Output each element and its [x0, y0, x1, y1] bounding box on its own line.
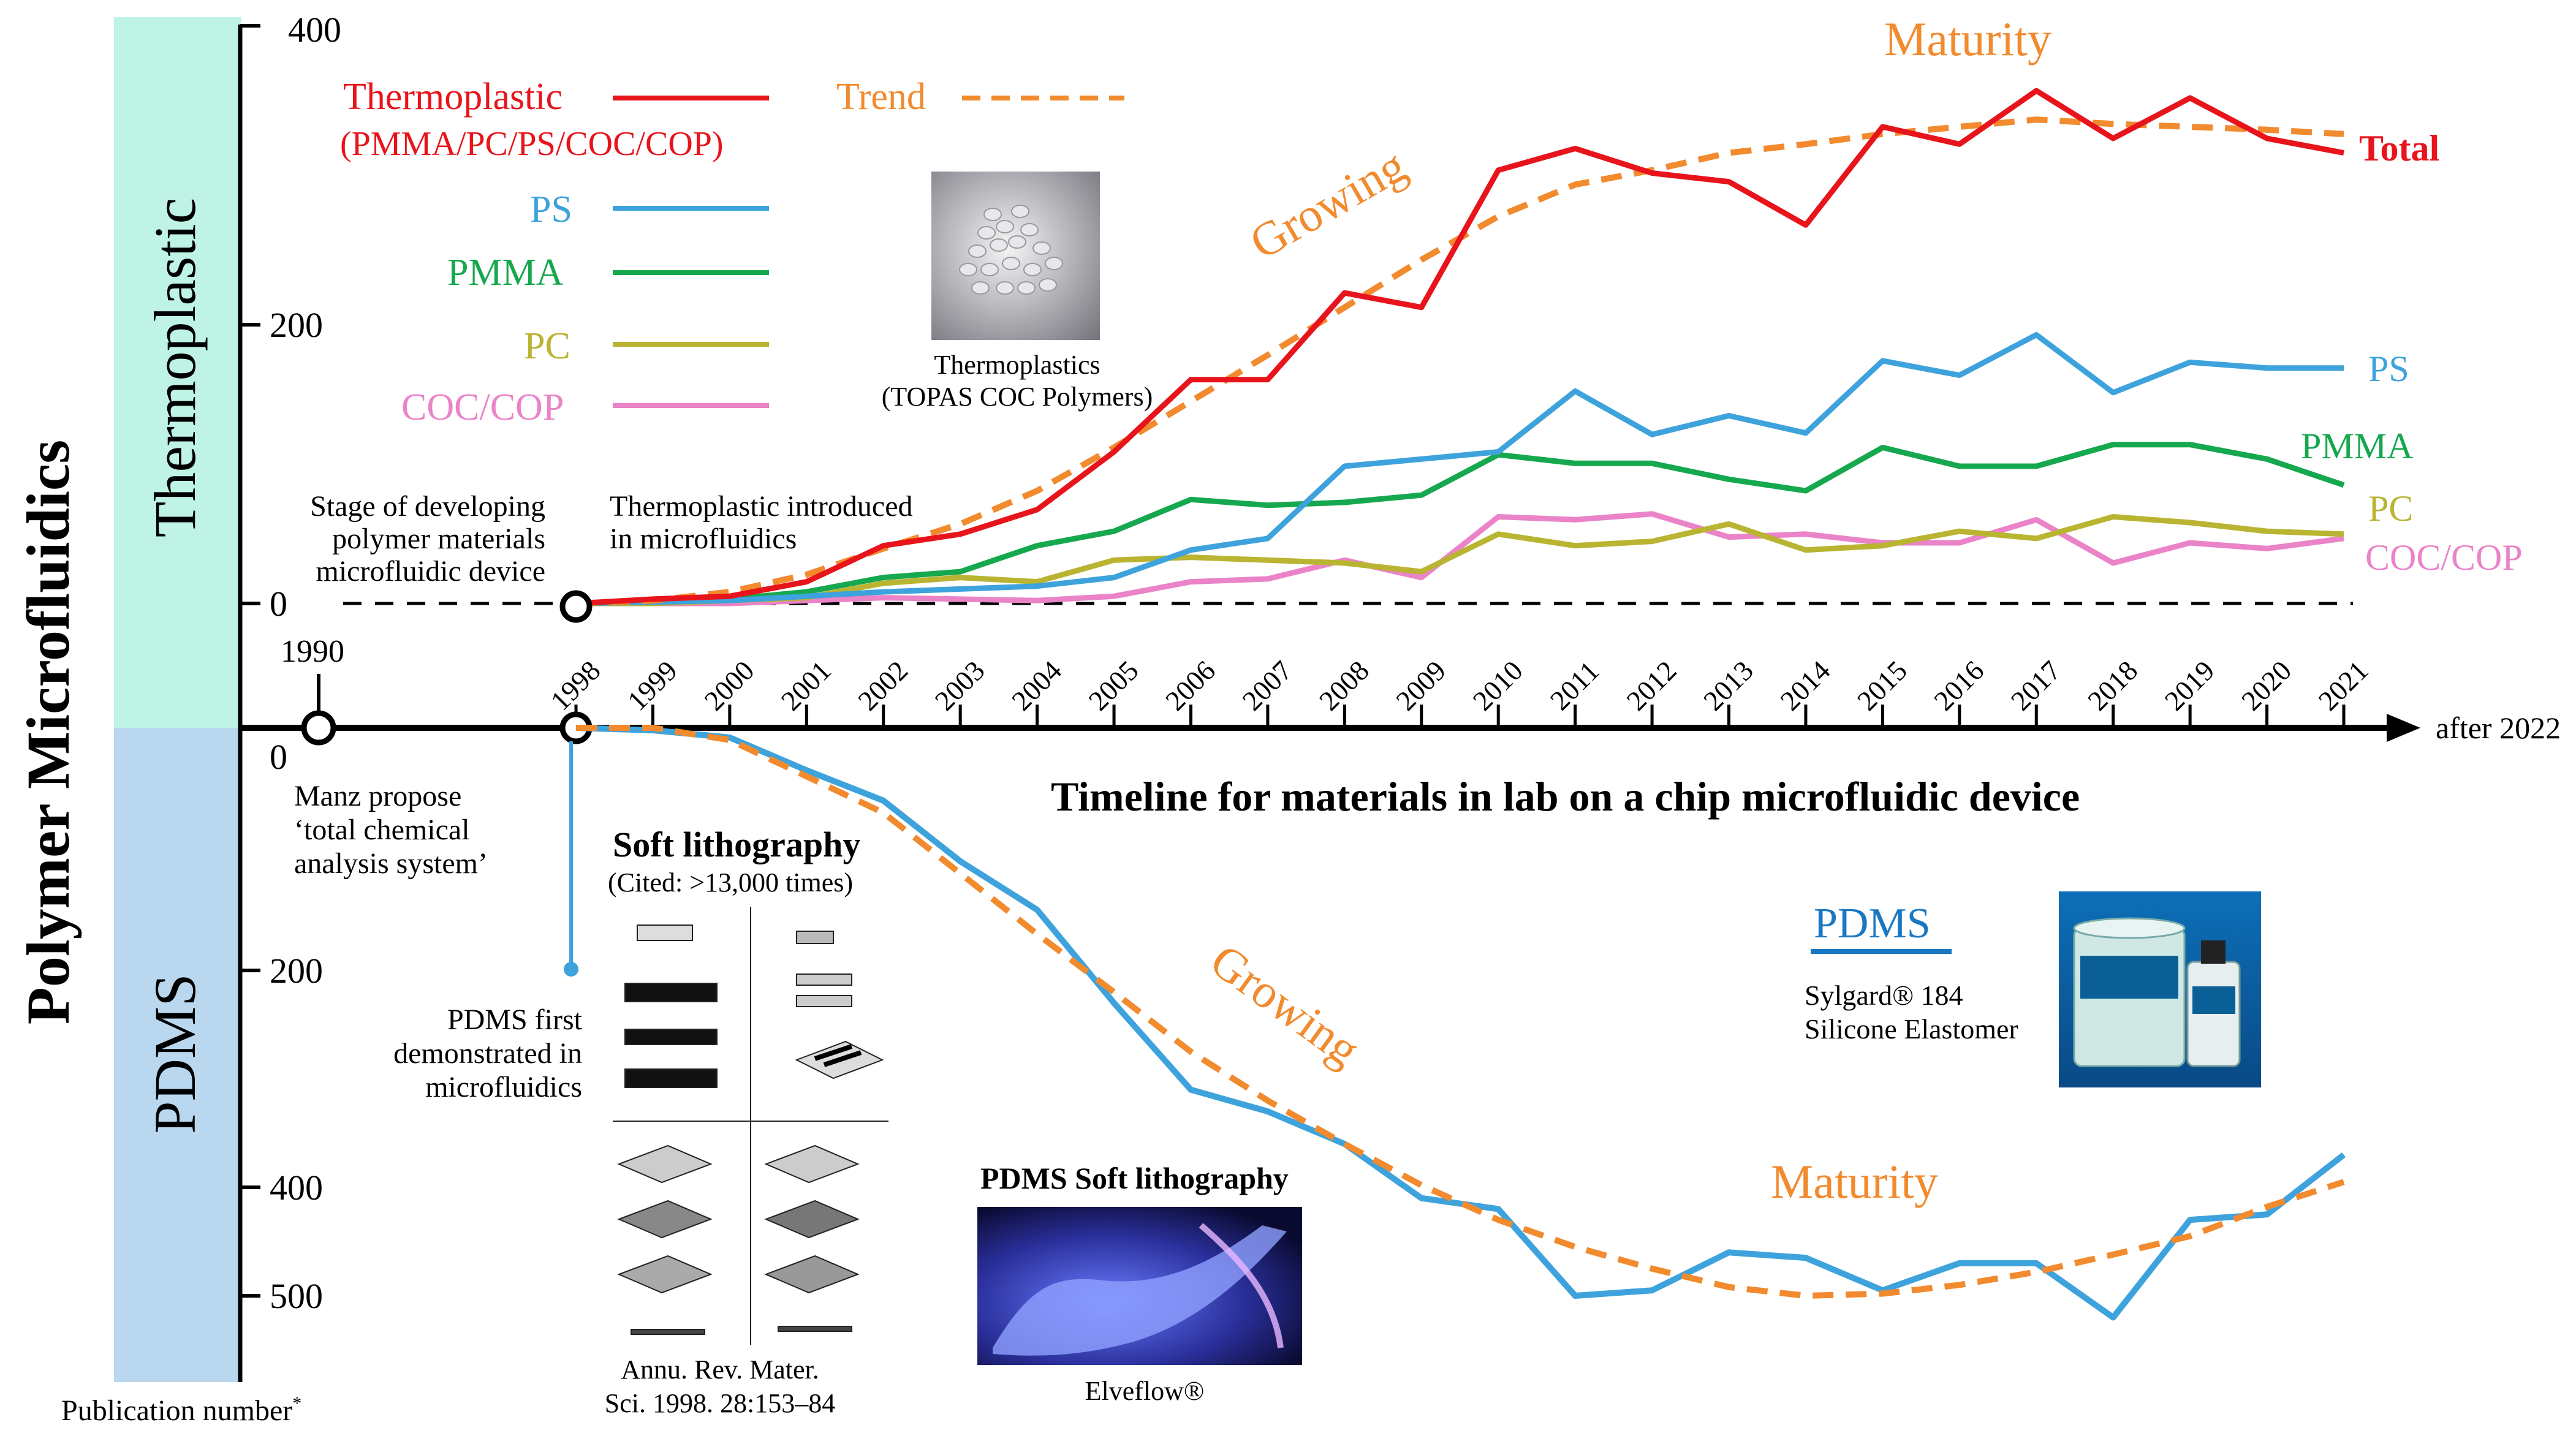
label-ps: PS: [2368, 349, 2409, 389]
pdms-box-title: PDMS: [1814, 900, 1931, 947]
pdms-band-label: PDMS: [142, 974, 208, 1133]
year-label-2013: 2013: [1697, 654, 1759, 716]
manz-text-1: Manz propose: [294, 780, 461, 812]
label-pmma: PMMA: [2301, 426, 2413, 466]
pdms-first-text-3: microfluidics: [425, 1071, 582, 1103]
label-total: Total: [2359, 128, 2439, 168]
year-label-2018: 2018: [2082, 654, 2143, 716]
legend-thermoplastic-sub: (PMMA/PC/PS/COC/COP): [340, 125, 724, 163]
year-label-2011: 2011: [1544, 655, 1605, 716]
stage-text-3: microfluidic device: [316, 555, 545, 588]
pdms-soft-photo: [977, 1207, 1302, 1365]
publication-number-label: Publication number*: [61, 1393, 301, 1427]
year-label-2009: 2009: [1390, 654, 1452, 716]
sylgard-text-1: Sylgard® 184: [1805, 980, 1963, 1011]
pdms-first-text-2: demonstrated in: [393, 1037, 582, 1070]
year-label-2016: 2016: [1928, 654, 1990, 716]
year-label-2000: 2000: [698, 654, 760, 716]
sylgard-product-photo: [2059, 891, 2261, 1087]
year-label-2005: 2005: [1083, 654, 1145, 716]
year-axis: 1998 1999 2000 2001 2002 2003 2004 2005 2006 2007…: [544, 654, 2374, 728]
elveflow-caption: Elveflow®: [1085, 1376, 1205, 1406]
legend-coc: COC/COP: [401, 387, 564, 428]
thermo-image-caption-1: Thermoplastics: [934, 350, 1100, 380]
legend-trend: Trend: [836, 76, 926, 118]
legend-pc: PC: [524, 325, 570, 367]
pdms-soft-title: PDMS Soft lithography: [980, 1161, 1289, 1195]
tick-label-bottom-200: 200: [270, 951, 323, 991]
thermo-image-caption-2: (TOPAS COC Polymers): [882, 382, 1153, 412]
legend: Thermoplastic (PMMA/PC/PS/COC/COP) Trend…: [340, 76, 1124, 428]
tick-label-top-400: 400: [288, 10, 341, 50]
top-growing-label: Growing: [1241, 138, 1415, 270]
marker-1990: [301, 710, 336, 746]
introduced-text-1: Thermoplastic introduced: [610, 490, 913, 523]
timeline-end-label: after 2022: [2436, 711, 2561, 745]
introduced-text-2: in microfluidics: [610, 523, 797, 555]
chart-title: Timeline for materials in lab on a chip …: [1051, 773, 2080, 820]
year-label-1999: 1999: [621, 654, 683, 716]
tick-label-top-200: 200: [270, 305, 323, 345]
year-label-2002: 2002: [852, 654, 914, 716]
manz-text-2: ‘total chemical: [294, 814, 470, 846]
legend-ps: PS: [530, 189, 572, 230]
legend-pmma: PMMA: [447, 252, 564, 293]
bottom-maturity-label: Maturity: [1771, 1155, 1938, 1208]
thermoplastics-pellets-image: [931, 172, 1100, 340]
tick-label-top-0: 0: [270, 584, 287, 624]
timeline-arrowhead: [2387, 714, 2420, 742]
year-label-2015: 2015: [1851, 654, 1913, 716]
bottom-growing-label: Growing: [1201, 933, 1369, 1076]
series-total-line: [575, 88, 2344, 607]
series-pdms-line: [575, 725, 2346, 1321]
tick-label-bottom-0: 0: [270, 737, 287, 777]
label-pc: PC: [2368, 488, 2413, 529]
year-label-2007: 2007: [1236, 654, 1298, 716]
year-1990-label: 1990: [281, 634, 344, 669]
thermoplastic-band: [114, 17, 241, 728]
stage-text-1: Stage of developing: [310, 490, 545, 523]
softlitho-title: Soft lithography: [613, 825, 860, 864]
stage-text-2: polymer materials: [332, 523, 545, 555]
pdms-first-text-1: PDMS first: [447, 1004, 583, 1036]
pdms-first-dot: [564, 962, 578, 977]
series-bottom-trend-line: [576, 725, 2345, 1299]
year-label-2021: 2021: [2312, 654, 2374, 716]
series-top-trend-line: [575, 116, 2344, 607]
sylgard-text-2: Silicone Elastomer: [1805, 1013, 2018, 1045]
year-label-2010: 2010: [1467, 654, 1529, 716]
year-label-2008: 2008: [1313, 654, 1375, 716]
annu-text-2: Sci. 1998. 28:153–84: [605, 1388, 835, 1418]
legend-thermoplastic: Thermoplastic: [343, 76, 563, 118]
year-label-1998: 1998: [544, 654, 606, 716]
series-pmma-line: [575, 442, 2345, 607]
tick-label-bottom-500: 500: [270, 1276, 323, 1316]
tick-label-bottom-400: 400: [270, 1168, 323, 1208]
thermoplastic-band-label: Thermoplastic: [142, 198, 208, 537]
y-axis-label: Polymer Microfluidics: [14, 440, 82, 1024]
year-label-2017: 2017: [2005, 654, 2067, 716]
softlitho-figure: [613, 907, 888, 1345]
year-label-2012: 2012: [1621, 654, 1683, 716]
top-maturity-label: Maturity: [1884, 12, 2051, 66]
series-ps-line: [575, 332, 2344, 607]
pdms-band: [114, 728, 241, 1382]
year-label-2001: 2001: [775, 654, 837, 716]
softlitho-cited: (Cited: >13,000 times): [608, 868, 853, 898]
marker-1998-top: [559, 590, 593, 623]
year-label-2019: 2019: [2159, 654, 2221, 716]
label-coc: COC/COP: [2365, 537, 2523, 578]
year-label-2006: 2006: [1159, 654, 1221, 716]
series-coc-cop-line: [576, 511, 2344, 607]
year-label-2020: 2020: [2235, 654, 2297, 716]
manz-text-3: analysis system’: [294, 847, 488, 880]
bottom-series-group: [575, 725, 2346, 1321]
annu-text-1: Annu. Rev. Mater.: [621, 1355, 819, 1385]
top-series-group: [575, 88, 2345, 607]
series-pc-line: [576, 514, 2344, 607]
year-label-2003: 2003: [929, 654, 991, 716]
year-label-2014: 2014: [1774, 654, 1836, 716]
year-label-2004: 2004: [1006, 654, 1067, 716]
